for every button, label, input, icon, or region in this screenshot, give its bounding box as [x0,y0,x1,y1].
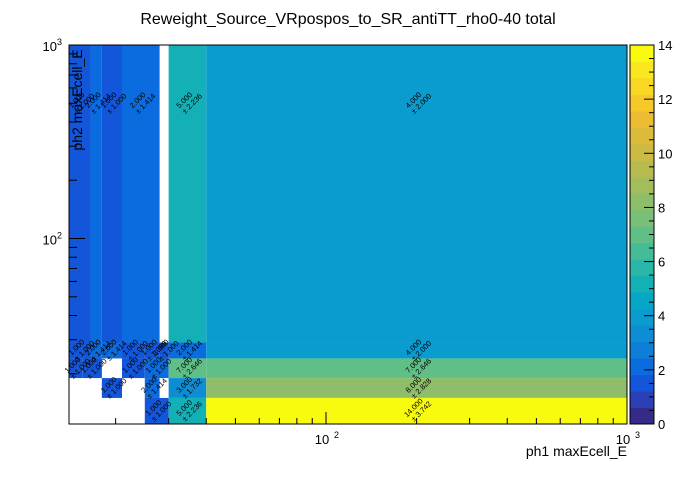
colorbar-segment [630,160,654,178]
colorbar-segment [630,110,654,128]
colorbar-segment [630,259,654,277]
heatmap-cell [122,45,160,343]
heatmap-cell [206,378,627,398]
x-tick-label-exponent: 3 [635,430,640,440]
x-tick-label: 10 [315,432,329,447]
colorbar-segment [630,61,654,79]
colorbar-tick-label: 2 [658,363,665,378]
heatmap-cell [69,358,83,379]
colorbar-segment [630,374,654,392]
colorbar-segment [630,308,654,326]
y-tick-label: 10 [43,233,57,248]
colorbar-tick-label: 8 [658,200,665,215]
colorbar-tick-label: 6 [658,255,665,270]
heatmap-cell [168,378,207,398]
heatmap-cell [90,45,102,343]
heatmap-cell [144,358,169,379]
colorbar-segment [630,407,654,425]
colorbar-segment [630,193,654,211]
colorbar-segment [630,94,654,112]
colorbar-tick-label: 4 [658,309,665,324]
y-axis-label: ph2 maxEcell_E [69,49,85,150]
colorbar: 0 2 4 6 8 10 12 14 [629,38,672,432]
colorbar-segment [630,292,654,310]
heatmap-cell [69,342,91,359]
heatmap-cell [206,358,627,379]
heatmap-cells [69,45,627,424]
heatmap-cell [101,45,123,343]
x-axis-ticks: 10 2 10 3 [115,412,640,447]
colorbar-tick-label: 12 [658,92,672,107]
heatmap-cell [144,342,160,359]
heatmap-cell [82,358,102,379]
y-tick-label: 10 [43,39,57,54]
colorbar-tick-label: 10 [658,146,672,161]
colorbar-segment [630,275,654,293]
colorbar-segment [630,358,654,376]
heatmap-cell [144,378,160,398]
heatmap-cell [101,342,123,359]
y-tick-label-exponent: 2 [57,231,62,241]
x-tick-label-exponent: 2 [334,430,339,440]
colorbar-tick-label: 0 [658,417,665,432]
heatmap-cell [144,397,169,424]
colorbar-segment [630,391,654,409]
x-axis-label: ph1 maxEcell_E [526,443,627,459]
colorbar-segment [630,209,654,227]
chart-title: Reweight_Source_VRpospos_to_SR_antiTT_rh… [140,11,555,28]
colorbar-segment [630,226,654,244]
heatmap-cell [122,342,145,359]
heatmap-cell [206,45,627,343]
colorbar-segment [630,143,654,161]
heatmap-cell [101,378,123,398]
heatmap-cell [168,397,207,424]
colorbar-tick-label: 14 [658,38,672,53]
heatmap-cell [159,342,169,359]
colorbar-segment [630,176,654,194]
colorbar-segment [630,325,654,343]
colorbar-segment [630,77,654,95]
heatmap-cell [90,342,102,359]
colorbar-segment [630,45,654,62]
heatmap-cell [206,342,627,359]
y-tick-label-exponent: 3 [57,37,62,47]
colorbar-segment [630,127,654,145]
heatmap-cell [122,358,145,379]
heatmap-cell [168,358,207,379]
heatmap-cell [168,342,207,359]
x-tick-label: 10 [616,432,630,447]
heatmap-cell [168,45,207,343]
colorbar-segment [630,341,654,359]
colorbar-segment [630,242,654,260]
plot-frame [68,44,628,425]
